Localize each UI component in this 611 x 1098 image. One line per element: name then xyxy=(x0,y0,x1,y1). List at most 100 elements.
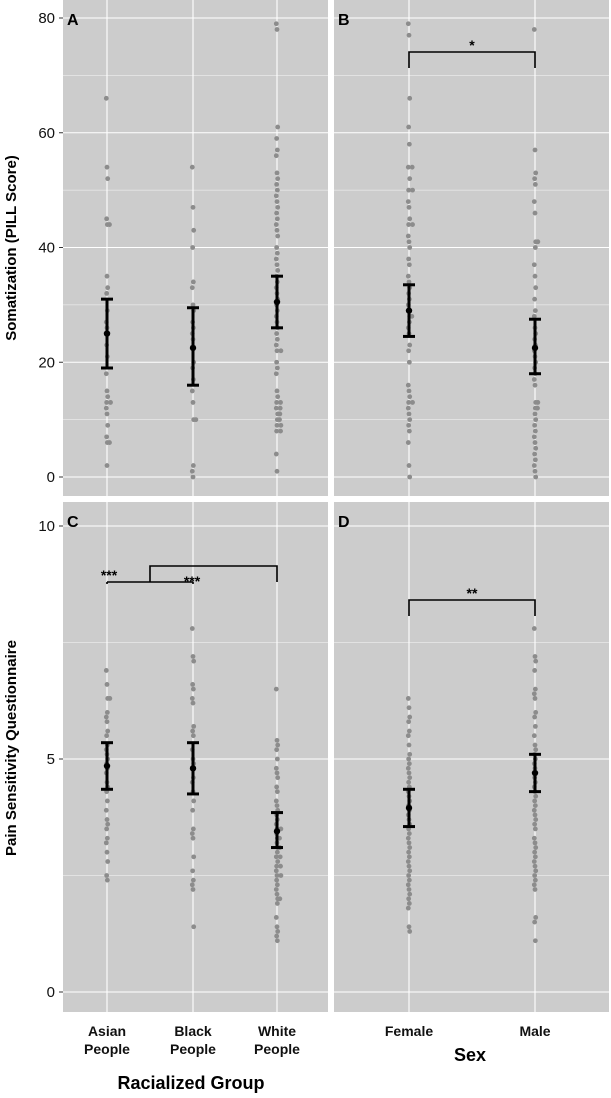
data-point xyxy=(407,845,413,850)
mean-marker xyxy=(189,765,197,772)
data-point xyxy=(532,422,538,428)
y-tick-label: 20 xyxy=(38,354,55,371)
data-point xyxy=(406,887,412,892)
data-point xyxy=(277,405,283,411)
data-point xyxy=(278,863,283,869)
mean-marker xyxy=(531,344,539,352)
data-point xyxy=(274,331,280,336)
data-point xyxy=(273,256,279,262)
data-point xyxy=(535,239,541,245)
data-point xyxy=(406,388,412,394)
data-point xyxy=(532,919,538,925)
data-point xyxy=(406,279,412,285)
data-point xyxy=(406,411,412,417)
data-point xyxy=(274,400,280,405)
data-point xyxy=(274,170,280,176)
data-point xyxy=(103,371,109,377)
y-tick-label: 60 xyxy=(38,125,55,142)
data-point xyxy=(405,164,411,170)
y-tick-label: 0 xyxy=(47,469,55,486)
data-point xyxy=(274,747,280,753)
data-point xyxy=(274,336,280,342)
data-point xyxy=(407,775,413,781)
y-tick-label: 10 xyxy=(38,518,55,535)
data-point xyxy=(532,798,538,804)
data-point xyxy=(532,696,538,701)
data-point xyxy=(105,394,111,400)
data-point xyxy=(274,938,280,944)
data-point xyxy=(104,273,110,279)
data-point xyxy=(532,826,538,832)
data-point xyxy=(405,835,411,841)
data-point xyxy=(193,417,199,423)
data-point xyxy=(406,728,412,734)
data-point xyxy=(104,733,110,739)
data-point xyxy=(406,779,412,785)
data-point xyxy=(406,873,412,878)
significance-bracket xyxy=(408,51,536,68)
data-point xyxy=(275,176,281,182)
data-point xyxy=(406,924,412,930)
data-point xyxy=(189,164,195,170)
data-point xyxy=(277,854,283,860)
data-point xyxy=(405,859,411,864)
data-point xyxy=(531,434,537,440)
data-point xyxy=(533,445,539,451)
panel-letter: D xyxy=(338,514,350,531)
data-point xyxy=(532,451,538,457)
data-point xyxy=(407,342,413,348)
data-point xyxy=(406,141,412,147)
data-point xyxy=(274,901,280,906)
data-point xyxy=(531,626,537,631)
data-point xyxy=(531,807,537,813)
data-point xyxy=(406,256,412,262)
data-point xyxy=(273,153,279,159)
data-point xyxy=(273,854,279,860)
data-point xyxy=(104,873,110,878)
data-point xyxy=(277,896,283,902)
mean-marker xyxy=(103,330,111,337)
data-point xyxy=(190,463,196,468)
data-point xyxy=(531,835,537,841)
data-point xyxy=(531,27,537,32)
data-point xyxy=(405,273,411,279)
data-point xyxy=(274,245,280,250)
data-point xyxy=(407,474,413,480)
data-point xyxy=(273,451,279,457)
data-point xyxy=(406,761,412,767)
data-point xyxy=(533,170,539,176)
data-point xyxy=(189,388,195,394)
data-point xyxy=(274,882,280,888)
data-point xyxy=(274,348,280,354)
data-point xyxy=(532,742,538,748)
data-point xyxy=(274,756,280,762)
data-point xyxy=(190,733,196,739)
data-point xyxy=(274,422,280,428)
mean-marker xyxy=(405,804,413,812)
data-point xyxy=(274,924,280,930)
data-point xyxy=(107,440,112,445)
data-point xyxy=(406,849,412,855)
y-tick-label: 0 xyxy=(47,984,55,1001)
data-point xyxy=(533,747,539,753)
data-point xyxy=(274,873,280,878)
x-axis-title-left: Racialized Group xyxy=(117,1073,264,1093)
mean-marker xyxy=(103,762,111,770)
data-point xyxy=(405,440,411,445)
data-point xyxy=(535,405,540,411)
data-point xyxy=(274,199,280,205)
data-point xyxy=(532,147,538,153)
data-point xyxy=(274,147,280,153)
data-point xyxy=(190,868,196,874)
data-point xyxy=(189,626,195,631)
significance-label: * xyxy=(469,37,475,53)
data-point xyxy=(533,817,539,822)
data-point xyxy=(104,826,110,832)
category-label: Female xyxy=(385,1023,433,1039)
data-point xyxy=(273,342,279,348)
panel-letter: A xyxy=(67,12,79,29)
data-point xyxy=(274,187,280,193)
data-point xyxy=(409,164,415,170)
data-point xyxy=(275,124,281,130)
data-point xyxy=(406,422,412,428)
